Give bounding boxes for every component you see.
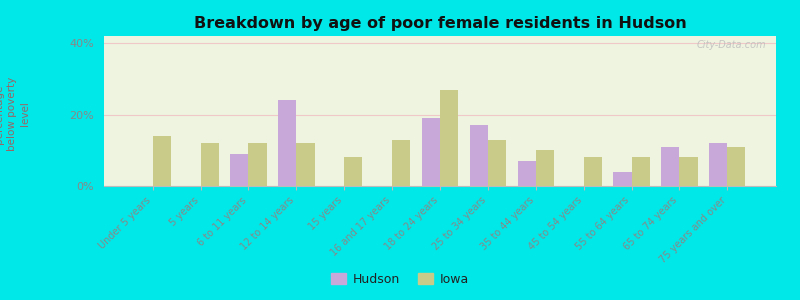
Bar: [296, 143, 314, 186]
Legend: Hudson, Iowa: Hudson, Iowa: [326, 268, 474, 291]
Bar: [201, 143, 219, 186]
Title: Breakdown by age of poor female residents in Hudson: Breakdown by age of poor female resident…: [194, 16, 686, 31]
Text: City-Data.com: City-Data.com: [696, 40, 766, 50]
Bar: [392, 140, 410, 186]
Bar: [614, 172, 631, 186]
Bar: [518, 161, 536, 186]
Bar: [679, 158, 698, 186]
Bar: [661, 147, 679, 186]
Bar: [153, 136, 171, 186]
Bar: [584, 158, 602, 186]
Bar: [631, 158, 650, 186]
Bar: [230, 154, 249, 186]
Bar: [488, 140, 506, 186]
Bar: [278, 100, 296, 186]
Bar: [709, 143, 727, 186]
Bar: [470, 125, 488, 186]
Bar: [536, 150, 554, 186]
Bar: [249, 143, 266, 186]
Bar: [344, 158, 362, 186]
Bar: [727, 147, 746, 186]
Text: percentage
below poverty
level: percentage below poverty level: [0, 77, 30, 151]
Bar: [422, 118, 440, 186]
Bar: [440, 90, 458, 186]
